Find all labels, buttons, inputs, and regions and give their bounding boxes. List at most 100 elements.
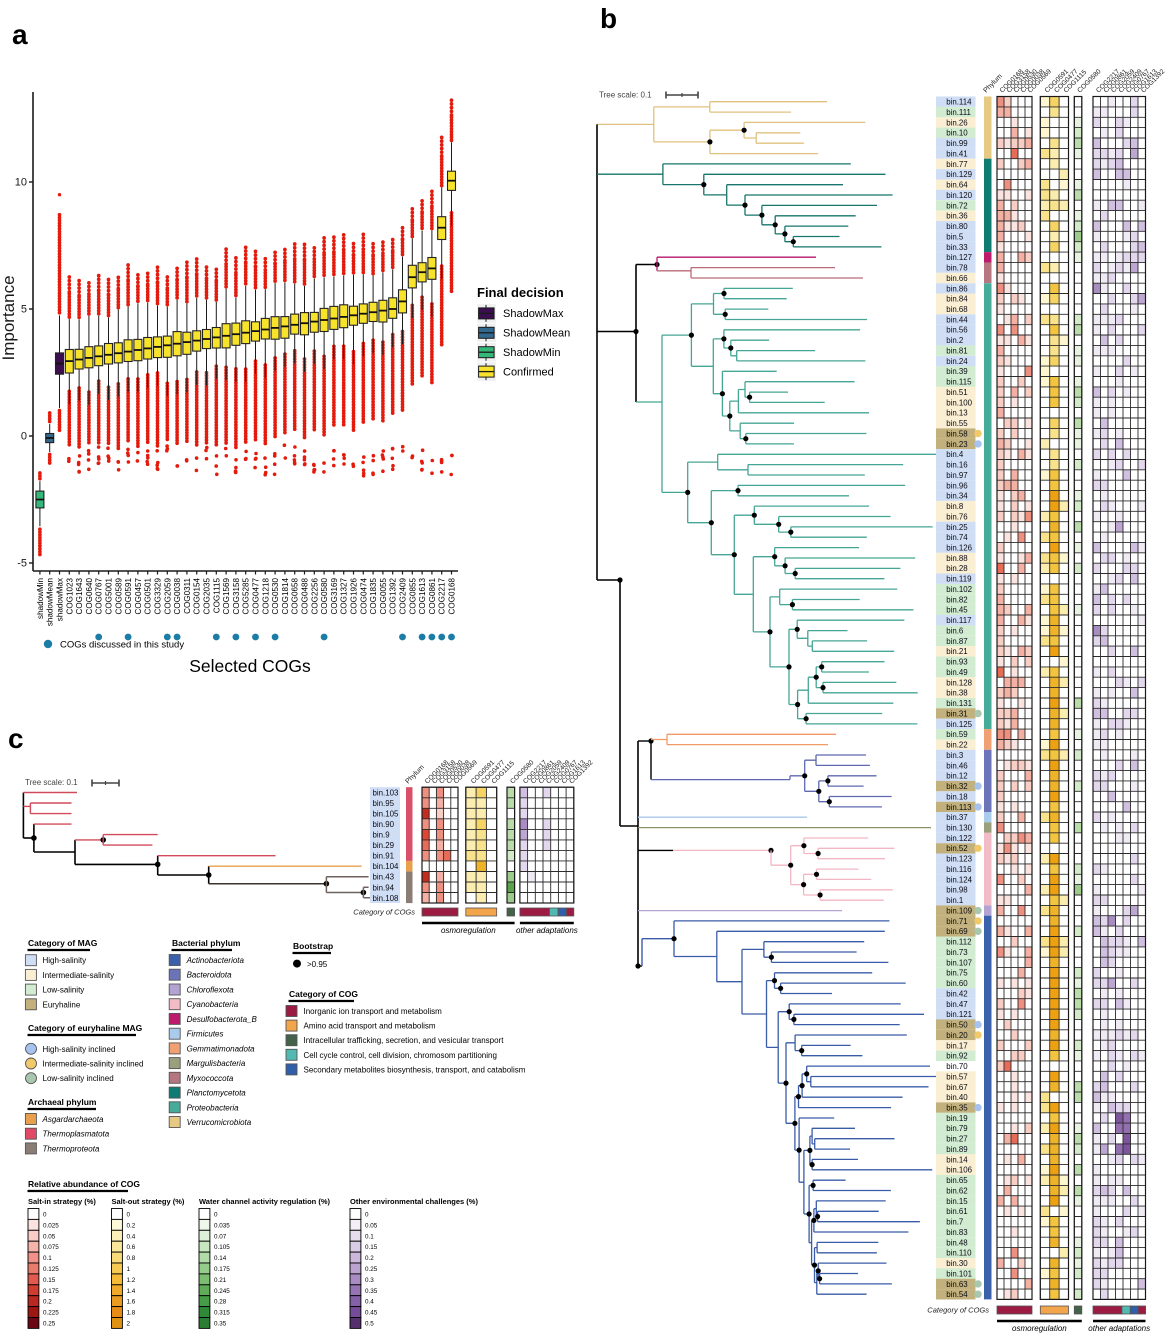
svg-text:bin.90: bin.90 — [373, 820, 395, 829]
svg-text:bin.16: bin.16 — [946, 461, 968, 470]
svg-text:COG3169: COG3169 — [330, 578, 339, 615]
svg-text:bin.126: bin.126 — [946, 544, 972, 553]
svg-text:COG0861: COG0861 — [428, 578, 437, 615]
svg-text:bin.30: bin.30 — [946, 1259, 968, 1268]
svg-text:bin.93: bin.93 — [946, 658, 968, 667]
svg-text:bin.9: bin.9 — [373, 831, 391, 840]
svg-text:bin.18: bin.18 — [946, 792, 968, 801]
svg-text:10: 10 — [15, 177, 27, 189]
svg-text:bin.6: bin.6 — [946, 627, 964, 636]
svg-text:bin.67: bin.67 — [946, 1083, 968, 1092]
svg-text:bin.15: bin.15 — [946, 1197, 968, 1206]
svg-text:bin.14: bin.14 — [946, 1155, 968, 1164]
svg-text:bin.55: bin.55 — [946, 419, 968, 428]
svg-text:0.35: 0.35 — [214, 1321, 227, 1328]
svg-text:0.3: 0.3 — [365, 1277, 374, 1284]
svg-text:COG0488: COG0488 — [301, 578, 310, 615]
svg-text:Myxococcota: Myxococcota — [187, 1074, 234, 1083]
svg-text:bin.123: bin.123 — [946, 855, 972, 864]
svg-text:COG3158: COG3158 — [232, 578, 241, 615]
svg-text:Secondary metabolites biosynth: Secondary metabolites biosynthesis, tran… — [304, 1065, 526, 1074]
svg-text:bin.4: bin.4 — [946, 450, 964, 459]
svg-text:bin.21: bin.21 — [946, 647, 968, 656]
svg-text:bin.17: bin.17 — [946, 1041, 968, 1050]
svg-text:0.4: 0.4 — [365, 1299, 374, 1306]
svg-text:ShadowMean: ShadowMean — [503, 328, 570, 340]
svg-text:0.4: 0.4 — [127, 1233, 136, 1240]
svg-text:0.25: 0.25 — [365, 1266, 378, 1273]
svg-text:bin.77: bin.77 — [946, 160, 968, 169]
svg-text:Water channel activity regulat: Water channel activity regulation (%) — [199, 1197, 330, 1206]
svg-text:bin.43: bin.43 — [373, 873, 395, 882]
svg-text:bin.5: bin.5 — [946, 232, 964, 241]
svg-text:0.45: 0.45 — [365, 1310, 378, 1317]
svg-text:bin.7: bin.7 — [946, 1218, 963, 1227]
svg-text:bin.8: bin.8 — [946, 502, 964, 511]
svg-text:bin.121: bin.121 — [946, 1010, 972, 1019]
svg-text:Firmicutes: Firmicutes — [187, 1030, 224, 1039]
svg-text:bin.98: bin.98 — [946, 886, 968, 895]
svg-text:COG1327: COG1327 — [340, 578, 349, 615]
svg-text:2: 2 — [127, 1321, 131, 1328]
svg-text:bin.42: bin.42 — [946, 989, 968, 998]
svg-text:COG1218: COG1218 — [261, 578, 270, 615]
svg-text:bin.23: bin.23 — [946, 440, 968, 449]
svg-text:0: 0 — [127, 1212, 131, 1219]
svg-text:Bacteroidota: Bacteroidota — [187, 971, 232, 980]
svg-text:bin.48: bin.48 — [946, 1238, 968, 1247]
svg-text:COG0589: COG0589 — [114, 578, 123, 615]
svg-text:bin.71: bin.71 — [946, 917, 968, 926]
svg-text:bin.25: bin.25 — [946, 523, 968, 532]
svg-text:1.8: 1.8 — [127, 1310, 136, 1317]
svg-text:Tree scale: 0.1: Tree scale: 0.1 — [599, 91, 652, 100]
svg-text:bin.128: bin.128 — [946, 678, 972, 687]
svg-text:Thermoplasmatota: Thermoplasmatota — [43, 1130, 110, 1139]
svg-text:bin.80: bin.80 — [946, 222, 968, 231]
svg-text:bin.119: bin.119 — [946, 575, 972, 584]
svg-text:High-salinity: High-salinity — [43, 956, 87, 965]
svg-text:bin.94: bin.94 — [373, 883, 395, 892]
svg-text:-5: -5 — [17, 558, 27, 570]
svg-text:Tree scale: 0.1: Tree scale: 0.1 — [25, 778, 78, 787]
svg-text:bin.103: bin.103 — [373, 789, 399, 798]
svg-text:Category of COG: Category of COG — [289, 989, 358, 999]
svg-text:Confirmed: Confirmed — [503, 366, 554, 378]
svg-text:bin.39: bin.39 — [946, 367, 968, 376]
svg-text:bin.34: bin.34 — [946, 492, 968, 501]
svg-text:bin.78: bin.78 — [946, 264, 968, 273]
svg-text:0.1: 0.1 — [43, 1255, 52, 1262]
svg-text:bin.59: bin.59 — [946, 730, 968, 739]
svg-text:bin.36: bin.36 — [946, 212, 968, 221]
svg-text:bin.110: bin.110 — [946, 1249, 972, 1258]
svg-text:Desulfobacterota_B: Desulfobacterota_B — [187, 1015, 258, 1024]
svg-text:0.105: 0.105 — [214, 1244, 230, 1251]
svg-text:Importance: Importance — [0, 275, 18, 360]
svg-text:COG3329: COG3329 — [154, 578, 163, 615]
svg-text:COG0154: COG0154 — [193, 578, 202, 615]
svg-text:ShadowMax: ShadowMax — [503, 308, 564, 320]
svg-text:bin.101: bin.101 — [946, 1269, 972, 1278]
svg-text:bin.44: bin.44 — [946, 315, 968, 324]
svg-text:0: 0 — [365, 1212, 369, 1219]
svg-text:Thermoproteota: Thermoproteota — [43, 1144, 100, 1153]
svg-text:High-salinity inclined: High-salinity inclined — [43, 1045, 116, 1054]
svg-text:bin.84: bin.84 — [946, 295, 968, 304]
svg-text:bin.13: bin.13 — [946, 409, 968, 418]
svg-text:COG1023: COG1023 — [65, 578, 74, 615]
svg-text:COG1835: COG1835 — [369, 578, 378, 615]
svg-text:bin.65: bin.65 — [946, 1176, 968, 1185]
svg-text:bin.54: bin.54 — [946, 1290, 968, 1299]
svg-text:0.2: 0.2 — [365, 1255, 374, 1262]
svg-text:Bacterial phylum: Bacterial phylum — [172, 938, 241, 948]
svg-text:0.05: 0.05 — [365, 1222, 378, 1229]
svg-text:bin.112: bin.112 — [946, 938, 971, 947]
svg-text:0.15: 0.15 — [365, 1244, 378, 1251]
svg-text:bin.92: bin.92 — [946, 1052, 968, 1061]
svg-text:Actinobacteriota: Actinobacteriota — [186, 956, 245, 965]
svg-text:bin.68: bin.68 — [946, 305, 968, 314]
svg-text:bin.79: bin.79 — [946, 1124, 968, 1133]
svg-text:bin.108: bin.108 — [373, 894, 399, 903]
svg-text:COG0477: COG0477 — [252, 578, 261, 615]
svg-text:bin.32: bin.32 — [946, 782, 968, 791]
svg-text:bin.52: bin.52 — [946, 844, 968, 853]
